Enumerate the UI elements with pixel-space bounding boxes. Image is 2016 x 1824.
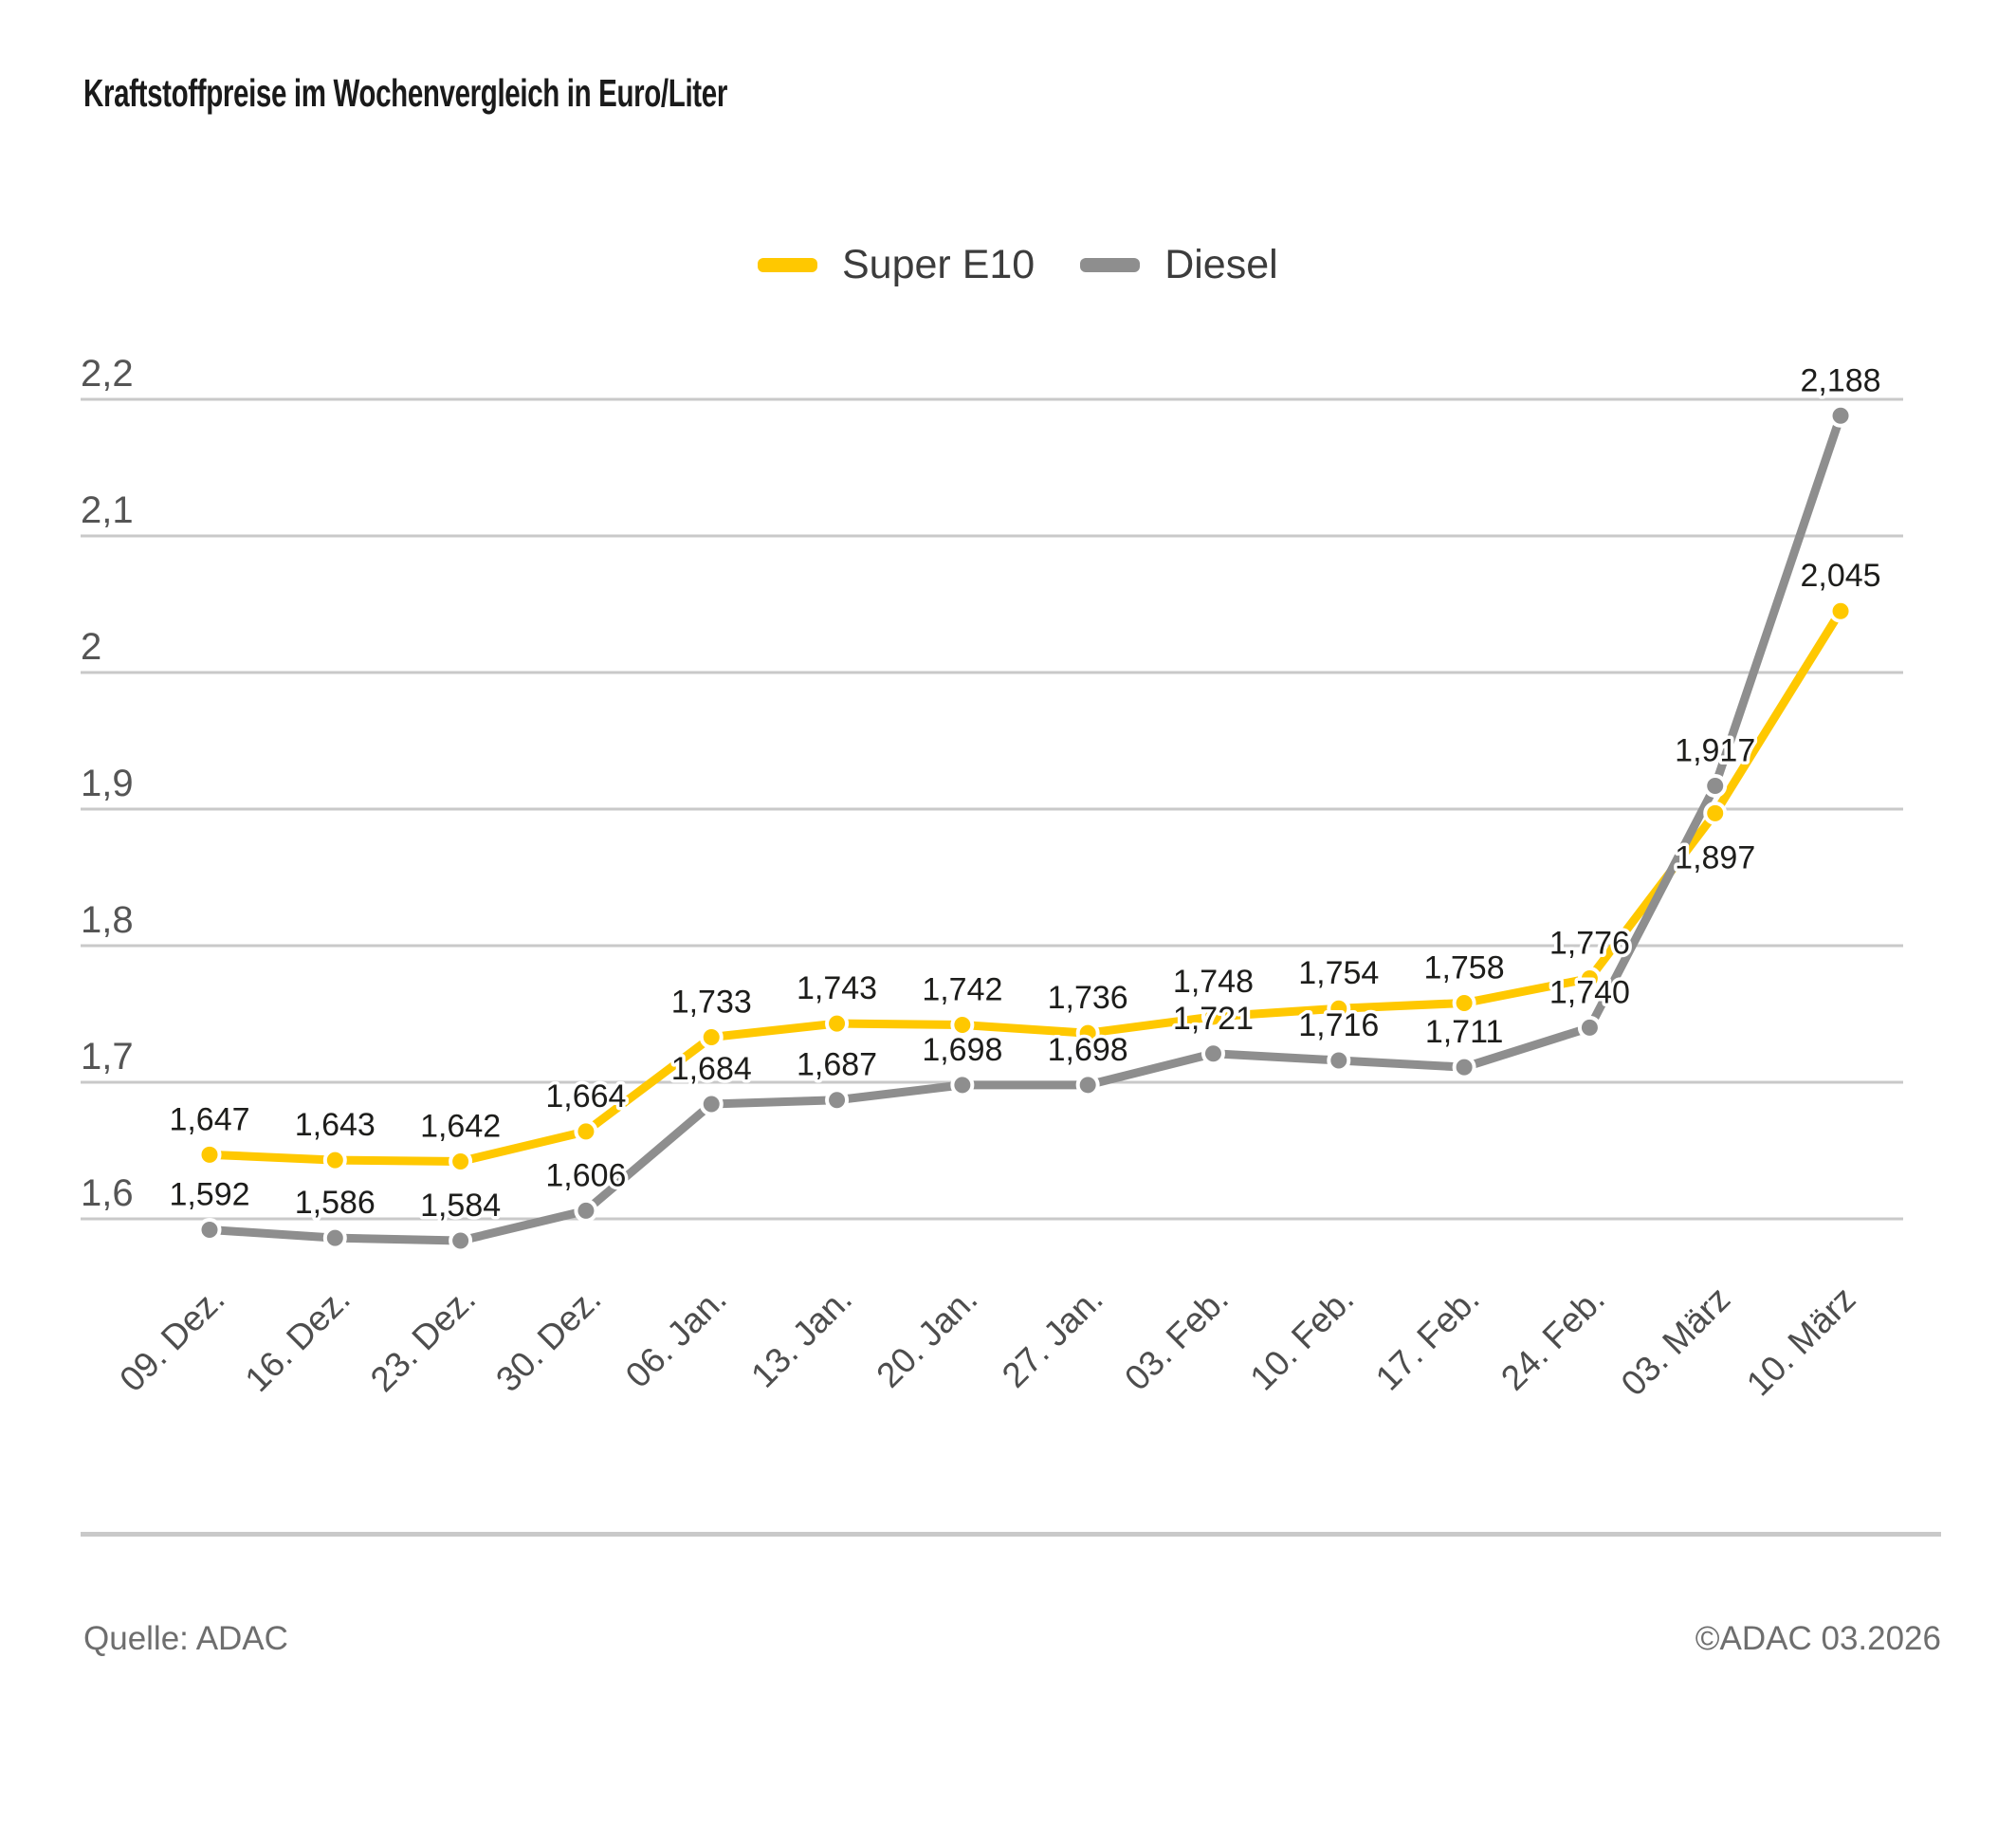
data-point-diesel [1452,1055,1476,1079]
data-point-super-e10 [322,1148,347,1172]
data-point-diesel [1327,1048,1351,1073]
y-axis-tick-label: 1,6 [81,1172,134,1214]
y-axis-tick-label: 1,9 [81,763,134,804]
data-point-super-e10 [1828,599,1853,623]
legend-item-super-e10: Super E10 [758,245,1035,286]
data-point-super-e10 [574,1119,598,1144]
data-point-diesel [1075,1073,1100,1097]
value-label-diesel: 1,917 [1675,733,1755,769]
data-point-diesel [1828,403,1853,428]
x-axis-tick-label: 17. Feb. [1368,1280,1487,1398]
y-axis-tick-label: 2 [81,626,101,668]
value-label-diesel: 1,716 [1298,1007,1379,1043]
data-point-diesel [1200,1041,1225,1066]
y-axis-tick-label: 2,1 [81,489,134,531]
value-label-super-e10: 1,897 [1675,839,1755,875]
series-line-super-e10 [205,606,1845,1167]
value-label-diesel: 1,740 [1549,974,1630,1010]
legend-swatch-super-e10 [758,258,817,272]
value-label-diesel: 1,721 [1173,1001,1254,1037]
x-axis-tick-label: 10. März [1739,1280,1863,1404]
x-axis-tick-label: 13. Jan. [743,1280,859,1395]
value-label-super-e10: 1,776 [1549,926,1630,962]
data-point-super-e10 [950,1013,975,1038]
value-label-super-e10: 1,748 [1173,964,1254,1000]
value-label-super-e10: 1,733 [671,984,752,1020]
data-point-diesel [1703,774,1728,799]
data-point-super-e10 [197,1142,222,1167]
x-axis-tick-label: 27. Jan. [995,1280,1110,1395]
x-axis-tick-label: 24. Feb. [1494,1280,1612,1398]
legend-swatch-diesel [1080,258,1141,272]
data-point-super-e10 [1703,801,1728,825]
y-axis-tick-label: 2,2 [81,353,134,395]
value-label-diesel: 1,584 [420,1188,501,1224]
data-point-diesel [950,1073,975,1097]
value-label-diesel: 1,606 [545,1157,626,1193]
value-label-super-e10: 1,664 [545,1078,626,1115]
data-point-super-e10 [699,1024,724,1049]
legend-label-super-e10: Super E10 [842,242,1035,287]
x-axis-tick-label: 30. Dez. [488,1280,608,1399]
data-point-diesel [1577,1015,1602,1040]
value-label-diesel: 2,188 [1800,362,1880,398]
y-axis-tick-label: 1,8 [81,899,134,941]
x-axis-tick-label: 16. Dez. [238,1280,357,1399]
x-axis-tick-label: 23. Dez. [363,1280,483,1399]
value-label-super-e10: 1,758 [1424,949,1505,986]
data-point-super-e10 [1577,967,1602,991]
chart-legend: Super E10 Diesel [758,245,1278,286]
value-label-super-e10: 1,642 [420,1109,501,1145]
value-label-super-e10: 1,743 [797,970,877,1006]
data-point-diesel [322,1225,347,1250]
value-label-super-e10: 1,647 [169,1101,249,1137]
data-point-super-e10 [1075,1021,1100,1045]
value-label-diesel: 1,684 [671,1051,752,1087]
series-line-diesel [205,411,1845,1245]
x-axis-tick-label: 10. Feb. [1242,1280,1361,1398]
legend-item-diesel: Diesel [1080,245,1278,286]
data-point-super-e10 [825,1011,850,1036]
value-label-super-e10: 1,742 [922,972,1002,1008]
x-axis-tick-label: 20. Jan. [869,1280,984,1395]
x-axis-tick-label: 06. Jan. [618,1280,734,1395]
value-label-diesel: 1,698 [922,1032,1002,1068]
data-point-diesel [449,1228,473,1253]
data-point-super-e10 [1200,1004,1225,1029]
value-label-diesel: 1,698 [1048,1032,1128,1068]
data-point-super-e10 [1327,996,1351,1021]
x-axis-tick-label: 03. März [1614,1280,1738,1404]
value-label-diesel: 1,711 [1425,1014,1504,1050]
value-label-super-e10: 2,045 [1800,558,1880,594]
source-text: Quelle: ADAC [83,1620,288,1657]
data-point-diesel [699,1092,724,1116]
chart-title: Kraftstoffpreise im Wochenvergleich in E… [83,71,727,115]
y-axis-tick-label: 1,7 [81,1036,134,1078]
copyright-text: ©ADAC 03.2026 [1695,1620,1941,1657]
data-point-super-e10 [1452,990,1476,1015]
x-axis-tick-label: 09. Dez. [112,1280,231,1399]
data-point-diesel [574,1198,598,1223]
value-label-super-e10: 1,643 [295,1107,376,1143]
value-label-super-e10: 1,754 [1298,955,1379,991]
data-point-super-e10 [449,1150,473,1174]
value-label-diesel: 1,592 [169,1177,249,1213]
legend-label-diesel: Diesel [1164,242,1278,287]
data-point-diesel [825,1088,850,1113]
value-label-super-e10: 1,736 [1048,980,1128,1016]
footer-divider [81,1532,1941,1537]
x-axis-tick-label: 03. Feb. [1117,1280,1236,1398]
value-label-diesel: 1,586 [295,1185,376,1221]
data-point-diesel [197,1218,222,1243]
value-label-diesel: 1,687 [797,1047,877,1083]
